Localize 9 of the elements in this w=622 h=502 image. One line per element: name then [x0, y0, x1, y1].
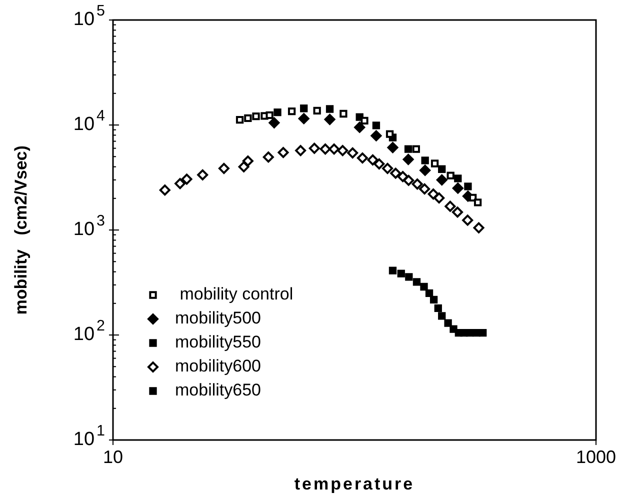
x-tick-label: 1000 [576, 446, 616, 467]
legend-label: mobility550 [175, 332, 261, 352]
x-axis-title: temperature [294, 474, 415, 494]
legend-label: mobility650 [175, 380, 261, 400]
legend-label: mobility600 [175, 356, 261, 376]
x-tick-label: 10 [102, 446, 124, 467]
y-axis-title: mobility (cm2/Vsec) [12, 145, 31, 315]
legend-label: mobility control [175, 284, 294, 304]
legend-label: mobility500 [175, 308, 261, 328]
